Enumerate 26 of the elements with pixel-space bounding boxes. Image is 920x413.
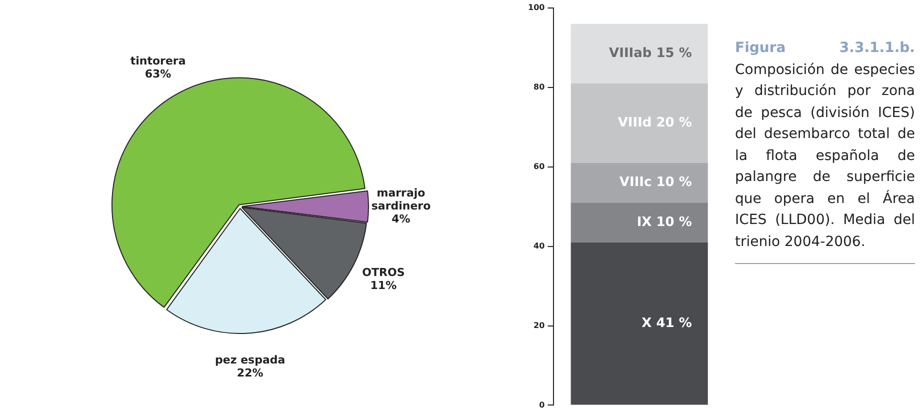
data-label: VIIIc 10 %	[619, 175, 692, 190]
bar	[570, 202, 708, 242]
data-label: IX 10 %	[636, 214, 692, 230]
bar	[570, 242, 708, 405]
y-tick-label: 20	[534, 320, 546, 330]
bar	[570, 83, 708, 163]
data-label: VIIId 20 %	[618, 116, 692, 131]
text: Composición de especies y distribución por zona de pesca (división ICES) del desembarco total de la flota española de palangre de superficie que opera en el Área ICES (LLD00). Media del trienio 2004-2006.	[735, 62, 915, 250]
bar	[570, 24, 708, 84]
y-tick-label: 0	[539, 400, 546, 410]
slice-label: marrajo sardinero	[371, 186, 432, 212]
y-tick-label: 80	[534, 82, 546, 92]
y-tick-label: 40	[534, 241, 546, 250]
slice-label: pez espada	[215, 354, 286, 367]
data-label: 4%	[392, 212, 410, 226]
text: Figura 3.3.1.1.b.	[735, 40, 915, 56]
data-label: 63%	[144, 67, 172, 80]
data-label: 22%	[236, 366, 264, 380]
y-tick-label: 100	[528, 3, 546, 12]
data-label: 11%	[370, 278, 397, 292]
data-label: VIIIab 15 %	[609, 46, 692, 62]
bar	[570, 162, 708, 203]
slice-label: tintorera	[130, 54, 186, 68]
y-tick-label: 60	[534, 162, 546, 171]
slice-label: OTROS	[362, 266, 405, 279]
data-label: X 41 %	[642, 316, 692, 331]
